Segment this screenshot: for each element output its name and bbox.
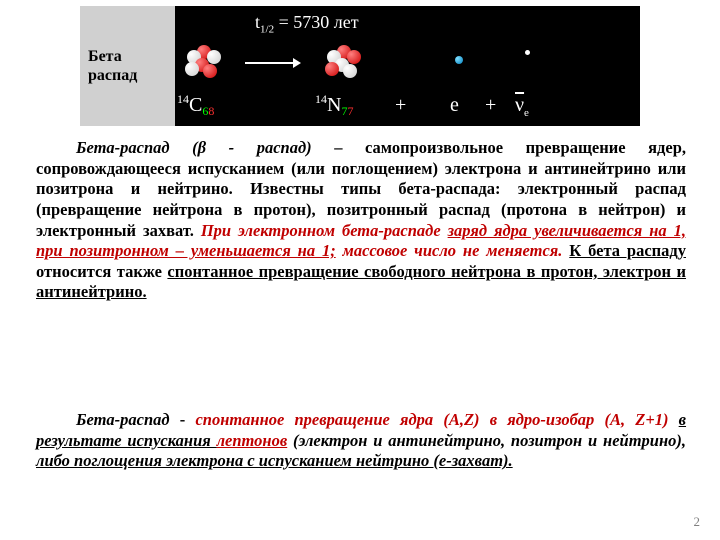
mass-c: 14 xyxy=(177,92,189,106)
p2-t3: (электрон и антинейтрино, позитрон и ней… xyxy=(287,431,686,450)
antineutrino-particle xyxy=(525,50,530,55)
zr-n: 7 xyxy=(347,104,353,118)
nucleus-c14 xyxy=(185,42,225,82)
electron-symbol: e xyxy=(450,94,459,117)
p1-hi1: При электронном бета-распаде xyxy=(201,221,448,240)
plus-1: + xyxy=(395,94,406,117)
diagram-content: t1/2 = 5730 лет 14C68 xyxy=(175,6,640,126)
p2-red1: спонтанное превращение ядра (A,Z) в ядро… xyxy=(195,410,668,429)
paragraph-1: Бета-распад (β - распад) – самопроизволь… xyxy=(36,138,686,303)
half-life: t1/2 = 5730 лет xyxy=(255,12,359,36)
nu-bar: ν xyxy=(515,94,524,116)
diagram-label: Бета распад xyxy=(80,6,175,126)
p2-u1b: лептонов xyxy=(217,431,288,450)
p1-hi1tail: массовое число не меняется. xyxy=(336,241,563,260)
mass-n: 14 xyxy=(315,92,327,106)
p1-t2c: . xyxy=(142,282,146,301)
p2-t2 xyxy=(668,410,678,429)
nuclide-c14: 14C68 xyxy=(177,94,214,117)
zr-c: 8 xyxy=(208,104,214,118)
electron-particle xyxy=(455,56,463,64)
halflife-sub: 1/2 xyxy=(260,24,274,36)
page-number: 2 xyxy=(694,514,701,530)
p2-u2: либо поглощения электрона с испусканием … xyxy=(36,451,513,470)
nuclide-n14: 14N77 xyxy=(315,94,353,117)
arrow-head xyxy=(293,58,301,68)
p1-hi2a: К бета распаду xyxy=(569,241,686,260)
halflife-unit: лет xyxy=(334,12,359,32)
elem-n: N xyxy=(327,94,341,116)
nucleus-n14 xyxy=(325,42,365,82)
p2-t1: - xyxy=(170,410,196,429)
nu-sub: e xyxy=(524,107,529,119)
p1-lead: Бета-распад (β - распад) xyxy=(76,138,312,157)
paragraph-2: Бета-распад - спонтанное превращение ядр… xyxy=(36,410,686,472)
p1-t2b: относится также xyxy=(36,262,167,281)
arrow-line xyxy=(245,62,295,64)
halflife-eq: = 5730 xyxy=(274,12,334,32)
antineutrino-symbol: νe xyxy=(515,94,529,119)
p2-lead: Бета-распад xyxy=(76,410,170,429)
diagram-label-text: Бета распад xyxy=(88,47,175,85)
elem-c: C xyxy=(189,94,202,116)
plus-2: + xyxy=(485,94,496,117)
beta-decay-diagram: Бета распад t1/2 = 5730 лет xyxy=(80,6,640,126)
